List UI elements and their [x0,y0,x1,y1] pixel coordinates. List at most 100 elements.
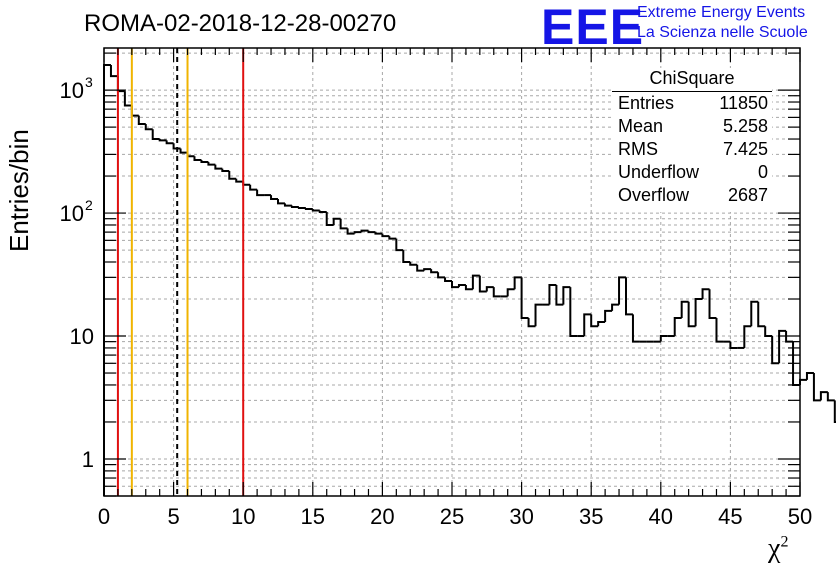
x-axis-label-exponent: 2 [780,533,789,551]
stats-key: Entries [618,93,675,113]
histogram-bin [235,178,244,183]
histogram-bin [492,287,501,298]
histogram-bin [764,326,773,338]
logo-line-2: La Scienza nelle Scuole [637,24,808,41]
histogram-bin [590,314,599,328]
x-tick-label: 15 [301,504,325,529]
histogram-bin [437,272,446,279]
x-tick-label: 45 [718,504,742,529]
histogram-bin [283,203,292,207]
x-tick-label: 50 [788,504,812,529]
histogram-bin [103,64,111,496]
eee-logo: EEE [541,0,645,55]
x-tick-label: 35 [579,504,603,529]
stats-box: ChiSquare Entries 11850 Mean 5.258 RMS 7… [612,68,772,212]
histogram-bin [562,286,571,305]
histogram-bin [144,124,153,131]
histogram-bin [826,392,835,402]
histogram-bin [805,372,814,380]
histogram-bin [812,373,821,402]
axis-ticks [103,48,801,497]
stats-divider [612,91,772,92]
histogram-bin [423,268,432,271]
histogram-bin [116,76,125,93]
histogram-bin [430,269,439,274]
histogram-bin [485,286,494,292]
histogram-bin [325,212,334,226]
x-tick-label: 25 [440,504,464,529]
histogram-bin [249,184,258,191]
histogram-bin [151,129,160,141]
chart-title: ROMA-02-2018-12-28-00270 [84,10,397,37]
histogram-bin [311,208,320,212]
histogram-bin [548,284,557,305]
histogram-bin [506,288,515,297]
stats-key: Overflow [618,185,690,205]
histogram-bin [360,229,369,233]
histogram-bin [625,277,633,316]
histogram-bin [242,181,251,186]
histogram-bin [750,300,759,327]
y-tick-label-exponent: 2 [85,197,93,213]
histogram-bin [534,303,543,327]
y-tick-label: 10 [70,324,94,349]
histogram-bin [701,288,710,300]
histogram-bin [478,275,487,293]
histogram-bin [444,277,452,283]
histogram-bin [409,261,418,266]
histogram-bin [833,400,836,423]
histogram-bin [611,303,620,311]
histogram-bin [451,281,459,289]
stats-key: Underflow [618,162,700,182]
x-axis-label: χ2 [768,533,788,565]
histogram-bin [367,230,376,234]
histogram-bin [680,300,689,319]
histogram-bin [109,65,118,78]
histogram-bin [464,285,473,291]
histogram-bin [200,160,209,164]
y-tick-label-exponent: 3 [85,74,93,90]
x-tick-label: 5 [167,504,179,529]
histogram-bin [137,115,146,126]
histogram-bin [757,301,766,328]
histogram-bin [513,276,522,290]
histogram-bin [193,156,202,162]
stats-key: RMS [618,139,658,159]
x-tick-label: 30 [509,504,533,529]
histogram-bin [618,276,626,305]
x-tick-label: 20 [370,504,394,529]
stats-value: 0 [757,162,768,182]
histogram-bin [165,140,174,145]
histogram-bin [179,148,188,154]
stats-value: 7.425 [722,139,768,159]
histogram-bin [297,206,306,209]
y-tick-label: 1 [82,447,94,472]
stats-title: ChiSquare [649,68,735,88]
histogram-bin [158,139,167,142]
histogram-bin [729,341,738,349]
histogram-bin [374,232,383,235]
histogram-bin [569,287,578,338]
histogram-bin [597,321,606,327]
histogram-bin [214,164,223,170]
histogram-bin [799,378,807,385]
histogram-bin [221,168,230,172]
histogram-bin [659,335,668,342]
stats-row-overflow: Overflow 2687 [618,185,768,207]
histogram-bin [583,313,592,337]
histogram-bin [604,309,613,323]
y-tick-label: 10 [60,78,84,103]
histogram-bin [388,236,397,240]
histogram-bin [555,285,564,306]
y-tick-label: 10 [60,201,84,226]
histogram-bin [339,218,348,230]
x-tick-label: 10 [231,504,255,529]
histogram-bin [471,274,480,290]
stats-row-rms: RMS 7.425 [618,139,768,161]
histogram-bin [457,284,466,288]
histogram-bin [694,298,703,327]
histogram-bin [332,217,341,225]
histogram-bin [277,199,285,205]
histogram-bin [381,233,390,238]
